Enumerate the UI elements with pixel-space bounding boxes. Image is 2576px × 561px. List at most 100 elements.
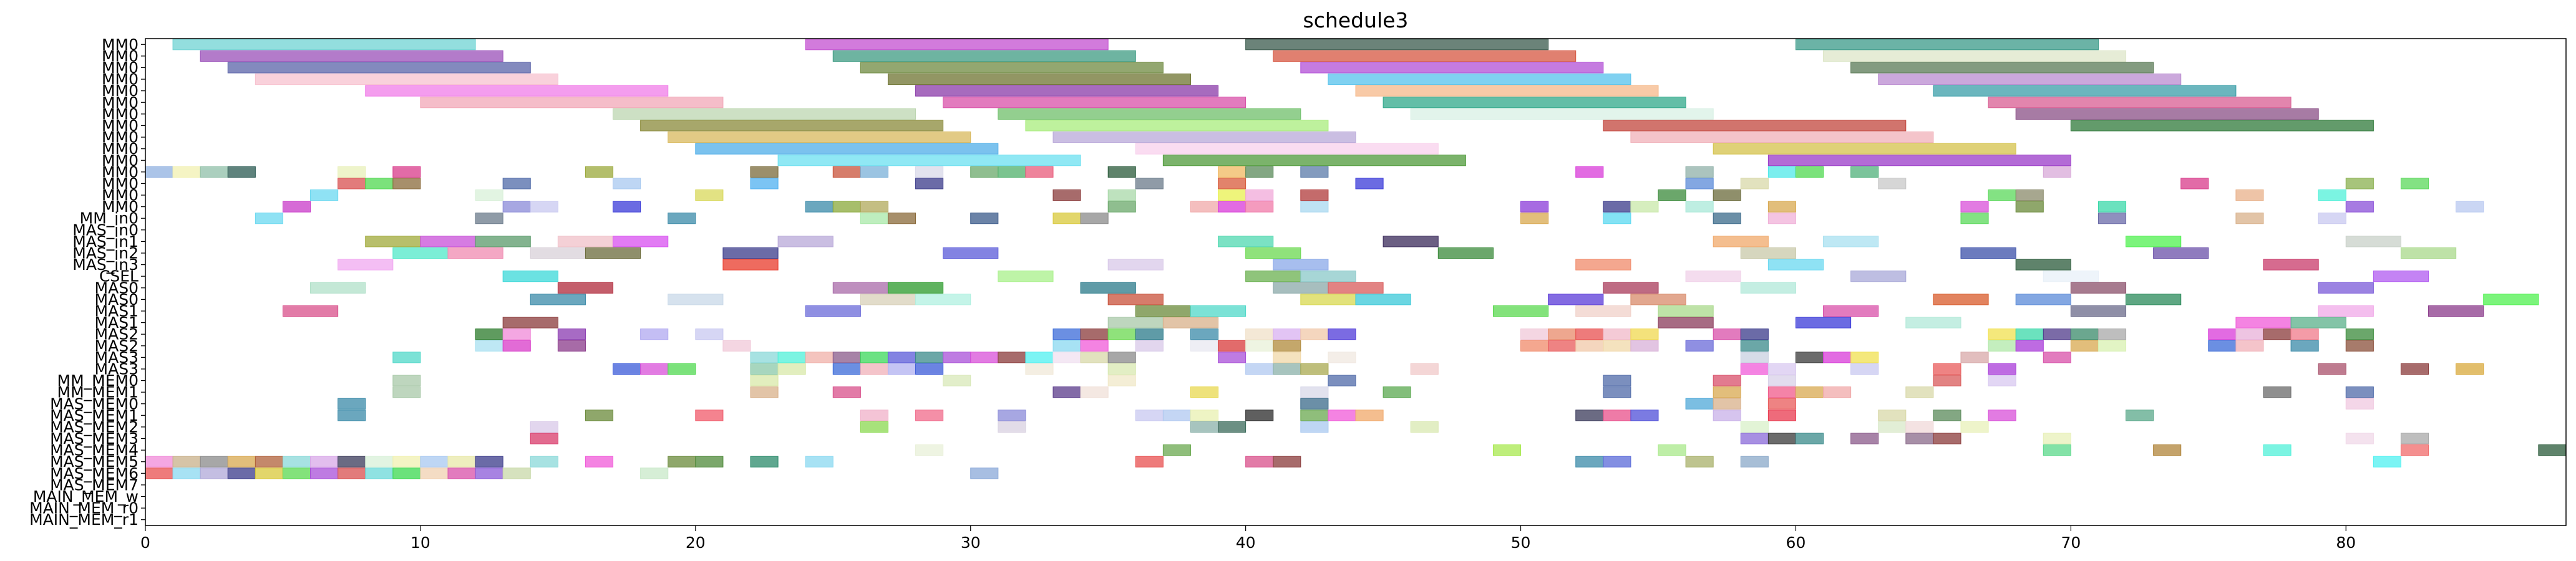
task-bar: [1245, 340, 1274, 352]
task-bar: [1080, 282, 1136, 294]
task-bar: [502, 467, 531, 479]
task-bar: [172, 467, 201, 479]
task-bar: [750, 456, 779, 467]
task-bar: [915, 352, 944, 363]
task-bar: [750, 363, 779, 375]
task-bar: [887, 74, 1191, 85]
task-bar: [777, 363, 806, 375]
task-bar: [145, 166, 173, 178]
task-bar: [613, 178, 641, 189]
task-bar: [1685, 201, 1714, 213]
task-bar: [860, 352, 888, 363]
task-bar: [1328, 74, 1631, 85]
task-bar: [2235, 340, 2264, 352]
task-bar: [1190, 421, 1219, 433]
task-bar: [475, 213, 503, 224]
task-bar: [530, 201, 558, 213]
task-bar: [392, 375, 421, 386]
row-label: MAS1: [95, 302, 139, 320]
task-bar: [1795, 386, 1824, 398]
task-bar: [585, 456, 614, 467]
task-bar: [1245, 363, 1274, 375]
task-bar: [502, 178, 531, 189]
task-bar: [832, 282, 888, 294]
task-bar: [832, 352, 861, 363]
task-bar: [557, 328, 586, 340]
task-bar: [2153, 444, 2182, 456]
task-bar: [1273, 259, 1329, 271]
task-bar: [1575, 410, 1604, 421]
task-bar: [1713, 386, 1741, 398]
task-bar: [1548, 294, 1604, 305]
task-bar: [1630, 201, 1659, 213]
task-bar: [860, 363, 888, 375]
task-bar: [2400, 363, 2429, 375]
task-bar: [1520, 340, 1549, 352]
task-bar: [2043, 328, 2071, 340]
task-bar: [255, 467, 283, 479]
task-bar: [1328, 410, 1356, 421]
task-bar: [1905, 317, 1961, 328]
task-bar: [1273, 352, 1301, 363]
task-bar: [805, 39, 1109, 50]
task-bar: [1575, 166, 1604, 178]
task-bar: [1355, 85, 1659, 97]
task-bar: [1603, 328, 1631, 340]
row-label: MAS_MEM5: [50, 453, 139, 471]
task-bar: [1658, 444, 1686, 456]
task-bar: [420, 236, 476, 247]
task-bar: [1300, 294, 1356, 305]
task-bar: [613, 108, 916, 120]
task-bar: [1218, 178, 1247, 189]
row-label: MM0: [102, 70, 139, 89]
task-bar: [365, 178, 394, 189]
row-label: MAS1: [95, 314, 139, 332]
task-bar: [1795, 317, 1852, 328]
plot-frame: [145, 38, 2567, 526]
task-bar: [1878, 421, 1907, 433]
task-bar: [1245, 166, 1274, 178]
task-bar: [338, 178, 366, 189]
task-bar: [2126, 410, 2154, 421]
task-bar: [1190, 201, 1219, 213]
task-bar: [1575, 456, 1604, 467]
task-bar: [2180, 178, 2209, 189]
task-bar: [1933, 410, 1961, 421]
task-bar: [475, 236, 531, 247]
task-bar: [722, 259, 779, 271]
task-bar: [2043, 166, 2071, 178]
task-bar: [860, 213, 888, 224]
task-bar: [2318, 363, 2346, 375]
task-bar: [1988, 363, 2016, 375]
task-bar: [1107, 328, 1136, 340]
task-bar: [1933, 433, 1961, 444]
task-bar: [365, 467, 394, 479]
task-bar: [1988, 328, 2016, 340]
task-bar: [1245, 410, 1274, 421]
task-bar: [1933, 85, 2237, 97]
task-bar: [392, 352, 421, 363]
task-bar: [420, 456, 449, 467]
task-bar: [1135, 340, 1164, 352]
task-bar: [1603, 456, 1631, 467]
task-bar: [1052, 340, 1081, 352]
row-label: MAIN_MEM_w: [33, 487, 139, 506]
row-label: MAS2: [95, 337, 139, 355]
task-bar: [1107, 352, 1136, 363]
row-label: MM_MEM0: [57, 372, 139, 390]
task-bar: [1740, 247, 1796, 259]
task-bar: [1767, 433, 1796, 444]
task-bar: [998, 108, 1301, 120]
task-bar: [1300, 398, 1329, 410]
task-bar: [943, 375, 971, 386]
task-bar: [1300, 189, 1329, 201]
task-bar: [1135, 178, 1164, 189]
task-bar: [2345, 328, 2374, 340]
task-bar: [1025, 120, 1329, 132]
row-label: MM0: [102, 151, 139, 170]
task-bar: [1878, 410, 1907, 421]
row-label: MAS_MEM2: [50, 418, 139, 436]
task-bar: [668, 294, 724, 305]
row-label: MM0: [102, 105, 139, 123]
